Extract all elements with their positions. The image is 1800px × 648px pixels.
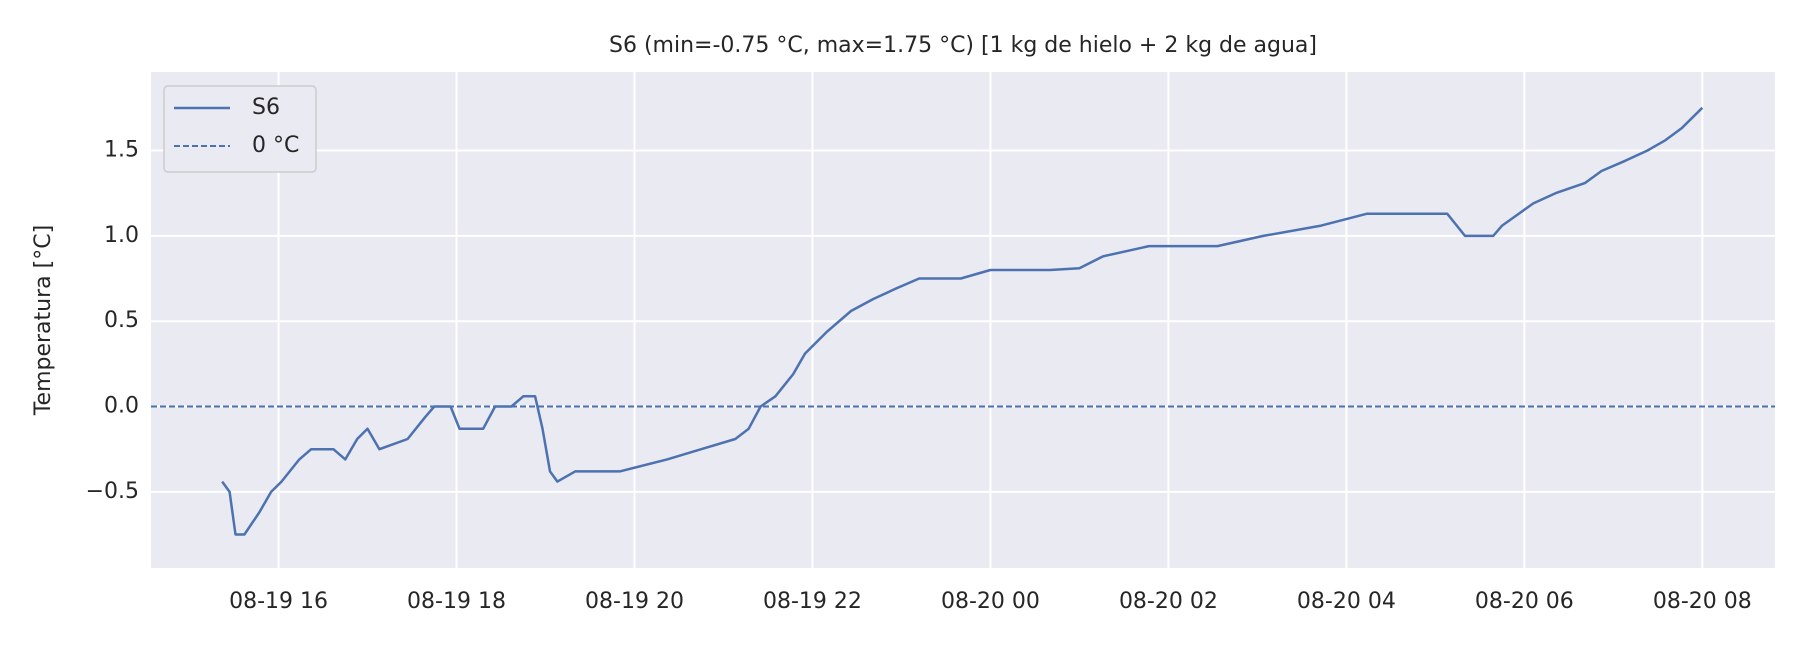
x-tick-label: 08-19 18 xyxy=(407,589,506,614)
data-line xyxy=(221,106,1704,536)
legend-label: S6 xyxy=(252,95,280,120)
legend-label: 0 °C xyxy=(252,133,299,158)
y-axis-label: Temperatura [°C] xyxy=(31,225,56,416)
x-tick-label: 08-19 22 xyxy=(763,589,862,614)
x-tick-label: 08-20 06 xyxy=(1475,589,1574,614)
x-tick-label: 08-19 16 xyxy=(229,589,328,614)
x-tick-label: 08-20 08 xyxy=(1653,589,1752,614)
y-tick-label: 0.5 xyxy=(104,308,139,333)
x-tick-label: 08-20 04 xyxy=(1297,589,1396,614)
y-tick-label: 1.0 xyxy=(104,223,139,248)
chart-title: S6 (min=-0.75 °C, max=1.75 °C) [1 kg de … xyxy=(609,33,1317,58)
y-tick-label: −0.5 xyxy=(86,479,139,504)
plot-area xyxy=(151,72,1775,568)
legend-box xyxy=(163,85,317,173)
x-tick-label: 08-19 20 xyxy=(585,589,684,614)
x-tick-label: 08-20 02 xyxy=(1119,589,1218,614)
y-tick-label: 0.0 xyxy=(104,394,139,419)
x-tick-label: 08-20 00 xyxy=(941,589,1040,614)
y-tick-label: 1.5 xyxy=(104,138,139,163)
